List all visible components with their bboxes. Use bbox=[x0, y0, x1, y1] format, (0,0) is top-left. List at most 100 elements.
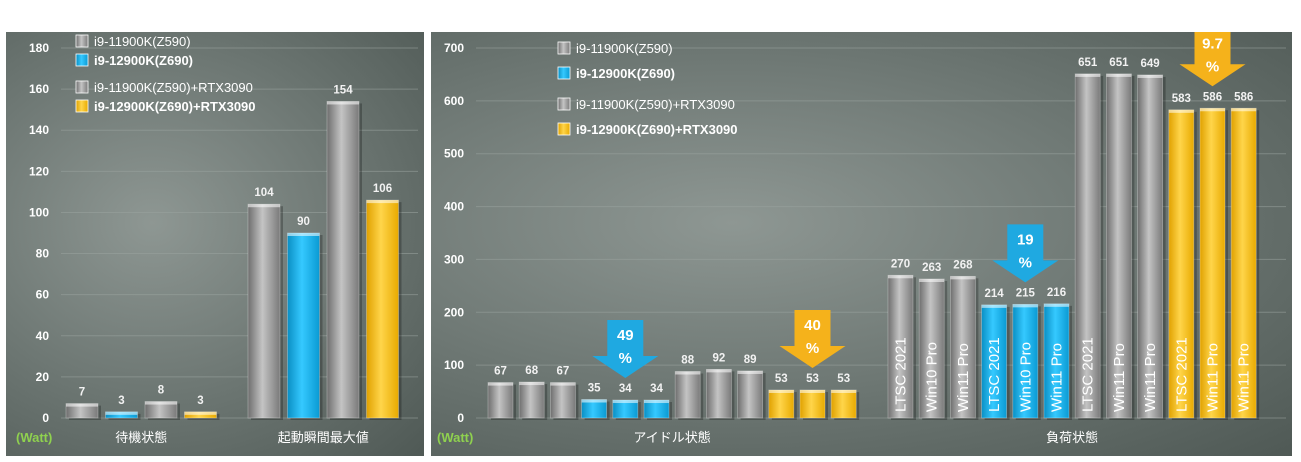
legend-label: i9-12900K(Z690)+RTX3090 bbox=[94, 99, 256, 114]
y-tick-label: 40 bbox=[36, 329, 50, 343]
category-label: アイドル状態 bbox=[633, 430, 710, 445]
bar-value-label: 263 bbox=[922, 262, 941, 274]
category-label: 待機状態 bbox=[115, 430, 167, 445]
bar bbox=[518, 381, 545, 419]
bar bbox=[1230, 107, 1257, 419]
percent-arrow bbox=[592, 320, 659, 379]
bar-value-label: 214 bbox=[985, 288, 1005, 300]
bar-value-label: 583 bbox=[1172, 93, 1191, 105]
arrow-value-label: 9.7 bbox=[1202, 35, 1223, 52]
legend-label: i9-12900K(Z690) bbox=[576, 66, 675, 81]
bar-cap bbox=[644, 400, 669, 404]
bar-cap bbox=[519, 382, 545, 386]
bar-inner-label: Win11 Pro bbox=[1142, 343, 1159, 412]
y-tick-label: 500 bbox=[444, 147, 464, 161]
bar-cap bbox=[888, 275, 913, 279]
bar bbox=[1012, 303, 1039, 419]
bar-cap bbox=[248, 204, 280, 208]
percent-arrow bbox=[779, 309, 846, 368]
y-tick-label: 80 bbox=[36, 247, 50, 261]
bar-inner-label: LTSC 2021 bbox=[986, 337, 1003, 412]
bar-inner-label: LTSC 2021 bbox=[1173, 337, 1190, 412]
y-tick-label: 0 bbox=[457, 411, 464, 425]
bar-cap bbox=[581, 399, 607, 403]
bar-inner-label: LTSC 2021 bbox=[1080, 337, 1097, 412]
bar-value-label: 216 bbox=[1047, 287, 1066, 299]
bar bbox=[287, 232, 320, 419]
legend-label: i9-11900K(Z590) bbox=[576, 41, 673, 56]
bar-cap bbox=[184, 411, 217, 415]
arrow-percent-label: % bbox=[1206, 58, 1219, 75]
y-tick-label: 300 bbox=[444, 252, 464, 266]
bar-cap bbox=[550, 382, 576, 386]
bar-cap bbox=[66, 403, 98, 407]
legend-label: i9-12900K(Z690)+RTX3090 bbox=[576, 122, 738, 137]
bar-value-label: 67 bbox=[557, 366, 570, 378]
y-tick-label: 120 bbox=[29, 164, 49, 178]
arrow-percent-label: % bbox=[1019, 254, 1032, 271]
right-chart: 0 100 200 300 400 500 600 700 (Watt) 67 68 67 35 34 34… bbox=[437, 32, 1286, 445]
bar bbox=[674, 371, 701, 419]
bar bbox=[737, 370, 764, 419]
y-tick-label: 180 bbox=[29, 41, 49, 55]
bar bbox=[981, 304, 1007, 419]
bar-value-label: 651 bbox=[1078, 57, 1098, 69]
bar-cap bbox=[1106, 73, 1132, 77]
bar-value-label: 586 bbox=[1234, 91, 1253, 103]
bar-value-label: 53 bbox=[806, 373, 819, 385]
bar-value-label: 89 bbox=[744, 354, 757, 366]
bar bbox=[830, 389, 857, 419]
y-tick-label: 0 bbox=[42, 411, 49, 425]
arrow-value-label: 40 bbox=[804, 317, 821, 334]
bar-value-label: 88 bbox=[681, 354, 694, 366]
y-tick-label: 20 bbox=[36, 370, 50, 384]
bar-inner-label: Win11 Pro bbox=[1236, 343, 1253, 412]
legend-swatch bbox=[75, 53, 89, 67]
y-tick-label: 160 bbox=[29, 82, 49, 96]
bar-cap bbox=[612, 400, 638, 404]
percent-arrow bbox=[1179, 32, 1246, 87]
bar-value-label: 586 bbox=[1203, 91, 1222, 103]
bar-inner-label: Win11 Pro bbox=[1049, 343, 1066, 412]
bar bbox=[1074, 73, 1101, 419]
bar-value-label: 34 bbox=[650, 383, 663, 395]
bar-value-label: 67 bbox=[494, 366, 507, 378]
bar-value-label: 92 bbox=[713, 352, 726, 364]
bar-cap bbox=[366, 200, 399, 204]
y-tick-label: 140 bbox=[29, 123, 49, 137]
bar-value-label: 649 bbox=[1141, 58, 1160, 70]
bar-value-label: 104 bbox=[254, 187, 274, 199]
bar-cap bbox=[1137, 74, 1163, 78]
bar bbox=[887, 274, 914, 419]
bar-cap bbox=[981, 304, 1007, 308]
bar-cap bbox=[800, 389, 825, 393]
bar-cap bbox=[768, 389, 794, 393]
bar-value-label: 3 bbox=[197, 395, 203, 407]
category-label: 起動瞬間最大値 bbox=[278, 430, 369, 445]
legend-swatch bbox=[557, 41, 571, 55]
bar bbox=[1168, 109, 1195, 419]
left-chart: 0 20 40 60 80 100 120 140 160 180 (Watt) 7 3 8 3 待機状態 10… bbox=[16, 34, 418, 445]
bar-cap bbox=[831, 389, 857, 393]
bar bbox=[326, 101, 360, 419]
y-tick-label: 100 bbox=[444, 358, 464, 372]
y-tick-label: 400 bbox=[444, 200, 464, 214]
bar-cap bbox=[145, 401, 177, 405]
bar-cap bbox=[488, 382, 513, 386]
bar-value-label: 68 bbox=[525, 365, 538, 377]
legend-swatch bbox=[75, 99, 89, 113]
arrow-value-label: 19 bbox=[1017, 231, 1034, 248]
bar-value-label: 7 bbox=[79, 387, 85, 399]
bar bbox=[950, 275, 976, 419]
bar-value-label: 90 bbox=[297, 216, 310, 228]
bar-cap bbox=[105, 411, 138, 415]
y-tick-label: 600 bbox=[444, 94, 464, 108]
bar bbox=[799, 389, 826, 419]
unit-label: (Watt) bbox=[437, 430, 473, 445]
bar-inner-label: Win11 Pro bbox=[1205, 343, 1222, 412]
bar-value-label: 215 bbox=[1016, 287, 1036, 299]
legend-label: i9-11900K(Z590)+RTX3090 bbox=[94, 80, 253, 95]
bar-inner-label: Win10 Pro bbox=[924, 342, 941, 412]
bar bbox=[768, 389, 795, 419]
percent-arrow bbox=[992, 224, 1059, 283]
